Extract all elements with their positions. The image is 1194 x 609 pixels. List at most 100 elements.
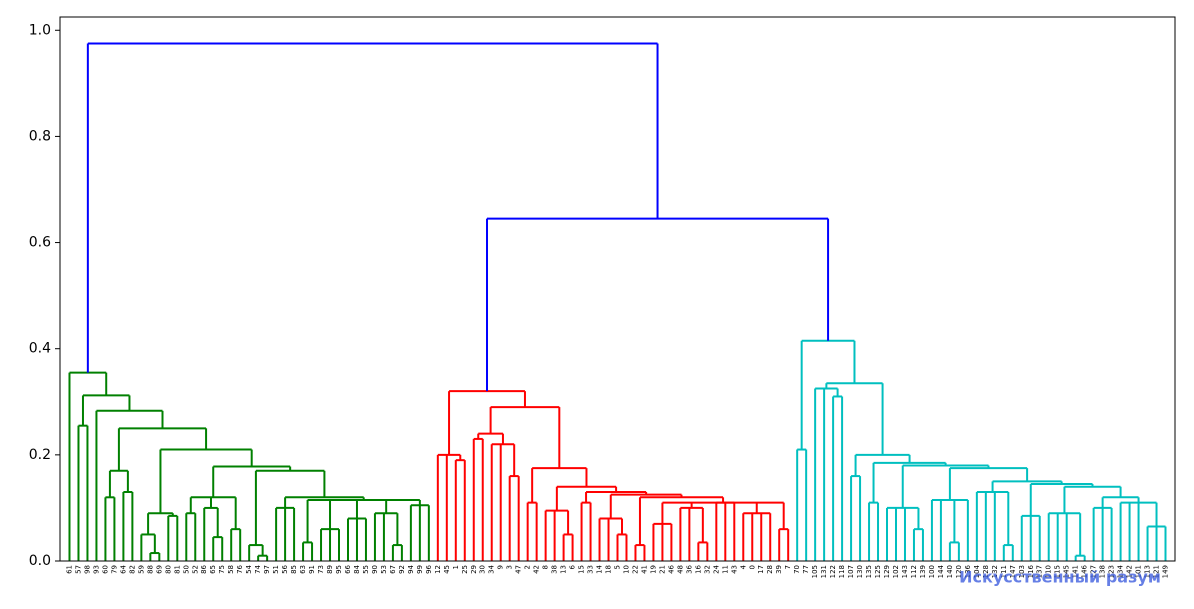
- leaf-label: 53: [380, 565, 388, 574]
- leaf-label: 131: [820, 565, 828, 578]
- leaf-label: 122: [829, 565, 837, 578]
- leaf-label: 139: [919, 565, 927, 578]
- leaf-label: 18: [605, 565, 613, 574]
- leaf-label: 69: [155, 565, 163, 574]
- leaf-label: 42: [533, 565, 541, 574]
- leaf-label: 64: [119, 564, 127, 573]
- leaf-label: 56: [281, 564, 289, 573]
- leaf-label: 136: [964, 564, 972, 578]
- leaf-label: 79: [110, 565, 118, 574]
- leaf-label: 32: [703, 565, 711, 574]
- leaf-label: 91: [308, 565, 316, 574]
- leaf-label: 52: [191, 565, 199, 574]
- y-tick-label: 0.4: [29, 341, 51, 357]
- leaf-label: 46: [667, 564, 675, 573]
- leaf-label: 3: [506, 565, 514, 569]
- y-tick-label: 0.0: [29, 553, 51, 569]
- leaf-label: 111: [1000, 565, 1008, 578]
- leaf-label: 134: [1117, 564, 1125, 578]
- leaf-label: 100: [928, 565, 936, 578]
- leaf-label: 107: [847, 565, 855, 578]
- leaf-label: 51: [272, 565, 280, 574]
- leaf-label: 95: [335, 565, 343, 574]
- leaf-label: 130: [856, 565, 864, 578]
- leaf-label: 147: [1009, 565, 1017, 578]
- leaf-label: 82: [128, 565, 136, 574]
- y-tick-label: 0.6: [29, 235, 51, 251]
- leaf-label: 0: [748, 565, 756, 569]
- leaf-label: 90: [371, 565, 379, 574]
- leaf-label: 138: [1099, 565, 1107, 578]
- leaf-label: 113: [1144, 565, 1152, 578]
- leaf-label: 28: [766, 565, 774, 574]
- leaf-label: 60: [101, 565, 109, 574]
- leaf-label: 9: [497, 565, 505, 569]
- leaf-label: 13: [560, 565, 568, 574]
- leaf-label: 55: [362, 565, 370, 574]
- leaf-label: 99: [416, 565, 424, 574]
- plot-frame: [59, 16, 1176, 562]
- leaf-label: 5: [614, 565, 622, 569]
- leaf-label: 94: [407, 564, 415, 573]
- leaf-label: 34: [488, 564, 496, 573]
- leaf-label: 141: [1072, 565, 1080, 578]
- leaf-label: 120: [955, 565, 963, 578]
- leaf-label: 142: [1126, 565, 1134, 578]
- leaf-label: 93: [92, 565, 100, 574]
- leaf-label: 61: [65, 565, 73, 574]
- leaf-label: 12: [434, 565, 442, 574]
- leaf-label: 15: [578, 565, 586, 574]
- leaf-label: 85: [290, 565, 298, 574]
- y-tick-label: 1.0: [29, 22, 51, 38]
- leaf-label: 1: [452, 565, 460, 569]
- leaf-label: 145: [1063, 565, 1071, 578]
- leaf-label: 47: [515, 565, 523, 574]
- leaf-label: 41: [640, 565, 648, 574]
- leaf-label: 112: [910, 565, 918, 578]
- leaf-label: 33: [587, 565, 595, 574]
- leaf-label: 8: [542, 565, 550, 569]
- leaf-label: 43: [730, 565, 738, 574]
- leaf-label: 105: [811, 565, 819, 578]
- leaf-label: 129: [883, 565, 891, 578]
- leaf-label: 116: [1027, 564, 1035, 578]
- leaf-label: 137: [1036, 565, 1044, 578]
- leaf-label: 89: [326, 565, 334, 574]
- leaf-label: 74: [254, 564, 262, 573]
- leaf-label: 110: [1045, 565, 1053, 578]
- leaf-label: 63: [299, 565, 307, 574]
- leaf-label: 39: [775, 565, 783, 574]
- leaf-label: 149: [1162, 565, 1170, 578]
- leaf-label: 146: [1081, 564, 1089, 578]
- leaf-label: 118: [838, 565, 846, 578]
- y-tick-label: 0.2: [29, 447, 51, 463]
- leaf-label: 19: [649, 565, 657, 574]
- leaf-label: 76: [236, 564, 244, 573]
- leaf-label: 45: [443, 565, 451, 574]
- leaf-label: 22: [631, 565, 639, 574]
- leaf-label: 14: [596, 564, 604, 573]
- leaf-label: 66: [344, 564, 352, 573]
- leaf-label: 58: [227, 565, 235, 574]
- leaf-label: 54: [245, 564, 253, 573]
- leaf-label: 38: [551, 565, 559, 574]
- leaf-label: 140: [946, 565, 954, 578]
- leaf-label: 86: [200, 564, 208, 573]
- leaf-label: 4: [739, 564, 747, 569]
- leaf-label: 67: [389, 565, 397, 574]
- leaf-label: 10: [622, 565, 630, 574]
- leaf-label: 21: [658, 565, 666, 574]
- leaf-label: 75: [218, 565, 226, 574]
- leaf-label: 6: [569, 564, 577, 569]
- leaf-label: 128: [982, 565, 990, 578]
- leaf-label: 16: [694, 564, 702, 573]
- leaf-label: 65: [209, 565, 217, 574]
- leaf-label: 80: [164, 565, 172, 574]
- leaf-label: 77: [802, 565, 810, 574]
- leaf-label: 30: [479, 565, 487, 574]
- leaf-label: 84: [353, 564, 361, 573]
- leaf-label: 59: [137, 565, 145, 574]
- leaf-label: 135: [865, 565, 873, 578]
- leaf-label: 57: [74, 565, 82, 574]
